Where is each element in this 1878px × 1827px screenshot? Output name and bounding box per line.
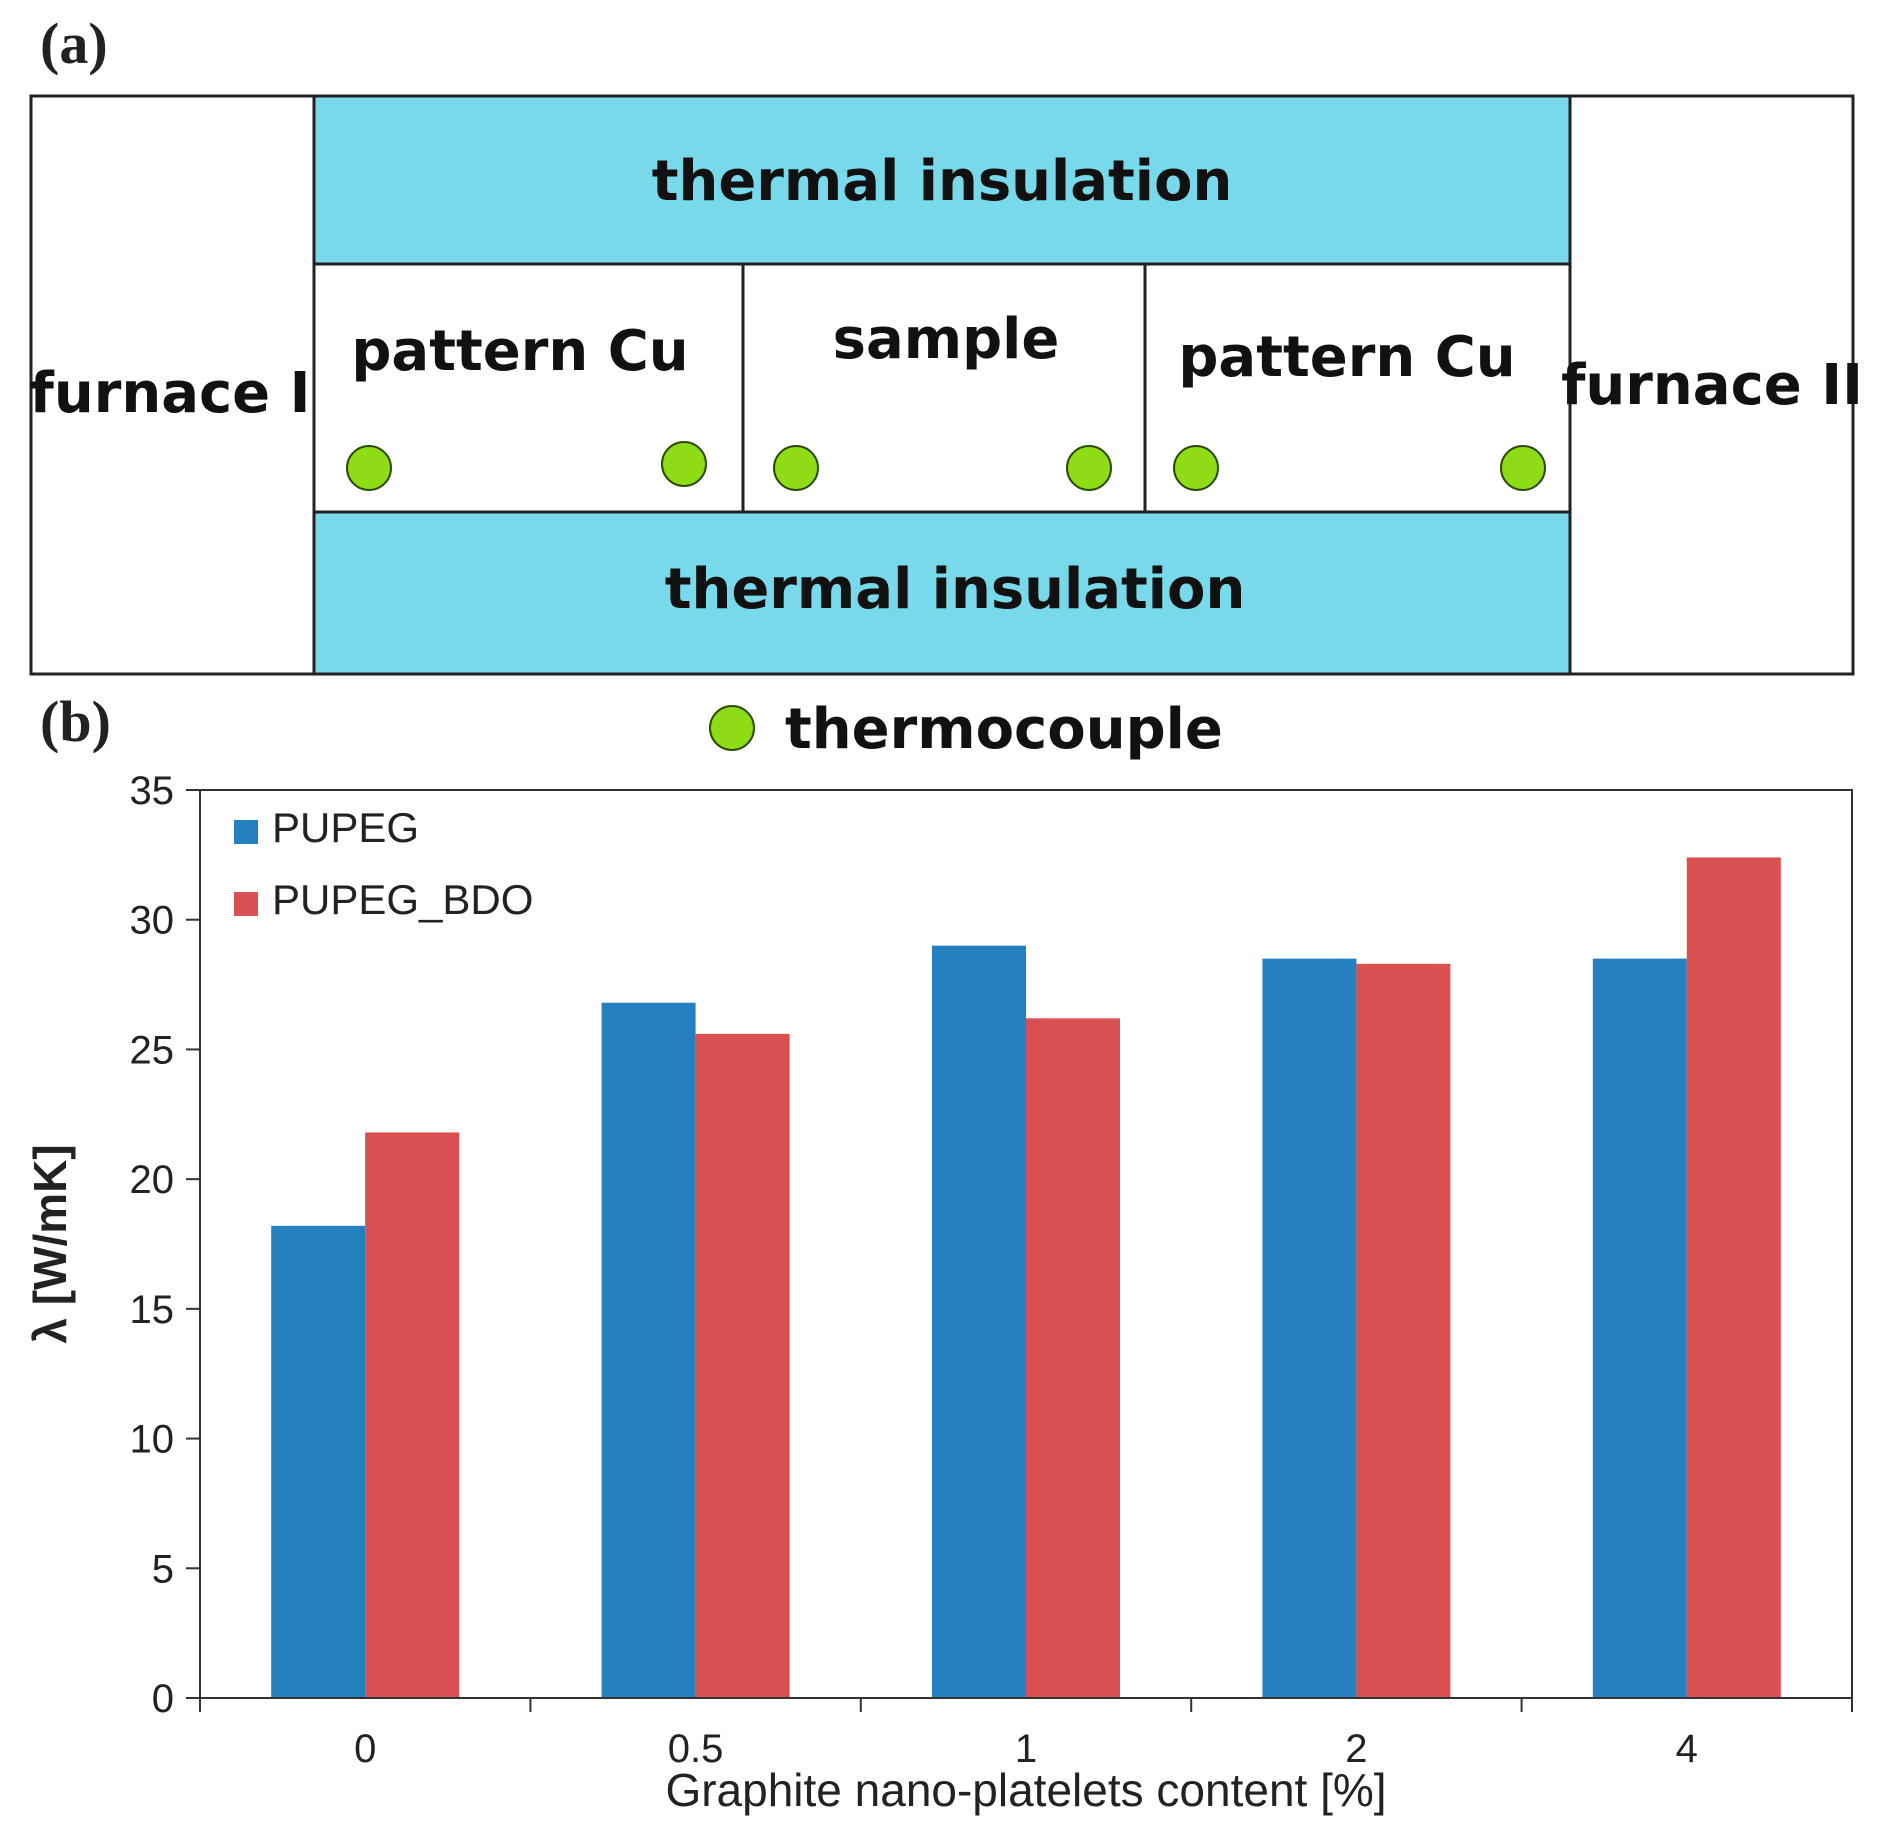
thermocouple-marker	[773, 445, 819, 491]
bar-pupeg-bdo	[365, 1132, 460, 1698]
bar-pupeg	[271, 1225, 366, 1698]
thermocouple-marker	[1173, 445, 1219, 491]
y-tick-label: 25	[130, 1028, 175, 1072]
thermocouple-marker	[1066, 445, 1112, 491]
chart-legend: PUPEG PUPEG_BDO	[234, 804, 533, 923]
plot-frame	[199, 789, 1853, 1699]
thermocouple-marker	[346, 445, 392, 491]
y-tick-label: 35	[130, 769, 175, 813]
y-axis-label: λ [W/mK]	[24, 1144, 76, 1343]
panel-a-label: (a)	[40, 11, 108, 76]
cell-right-label: pattern Cu	[1178, 325, 1515, 390]
y-tick-label: 10	[130, 1418, 175, 1462]
bar-pupeg	[1262, 958, 1357, 1698]
insulation-bottom-label: thermal insulation	[665, 557, 1246, 622]
y-tick-label: 15	[130, 1288, 175, 1332]
furnace-right-label: furnace II	[1561, 353, 1863, 418]
x-tick-label: 1	[1015, 1727, 1037, 1771]
y-tick-label: 5	[152, 1547, 174, 1591]
x-tick-label: 4	[1676, 1727, 1698, 1771]
bar-pupeg-bdo	[1686, 857, 1781, 1698]
x-tick-label: 2	[1345, 1727, 1367, 1771]
legend-thermocouple-label: thermocouple	[785, 697, 1223, 762]
bar-pupeg-bdo	[1356, 963, 1451, 1698]
legend-label: PUPEG_BDO	[272, 876, 533, 923]
bar-pupeg	[932, 945, 1026, 1698]
thermocouple-marker	[1500, 445, 1546, 491]
y-tick-label: 30	[130, 899, 175, 943]
bar-pupeg	[1592, 958, 1687, 1698]
legend-swatch	[234, 820, 258, 844]
legend-label: PUPEG	[272, 804, 419, 851]
y-tick-label: 20	[130, 1158, 175, 1202]
bar-pupeg	[601, 1002, 696, 1698]
thermocouple-marker	[661, 441, 707, 487]
bar-pupeg-bdo	[695, 1033, 790, 1698]
legend-thermocouple-icon	[709, 705, 755, 751]
y-tick-label: 0	[152, 1677, 174, 1721]
furnace-left-label: furnace I	[29, 361, 310, 426]
apparatus-diagram: thermal insulation thermal insulation fu…	[29, 94, 1863, 762]
bar-pupeg-bdo	[1026, 1018, 1120, 1698]
cell-left-label: pattern Cu	[351, 319, 688, 384]
x-tick-label: 0.5	[668, 1727, 724, 1771]
cell-middle-label: sample	[833, 307, 1060, 372]
legend-swatch	[234, 892, 258, 916]
x-axis-label: Graphite nano-platelets content [%]	[665, 1764, 1386, 1816]
x-tick-label: 0	[354, 1727, 376, 1771]
panel-b-label: (b)	[40, 689, 111, 754]
insulation-top-label: thermal insulation	[652, 149, 1233, 214]
